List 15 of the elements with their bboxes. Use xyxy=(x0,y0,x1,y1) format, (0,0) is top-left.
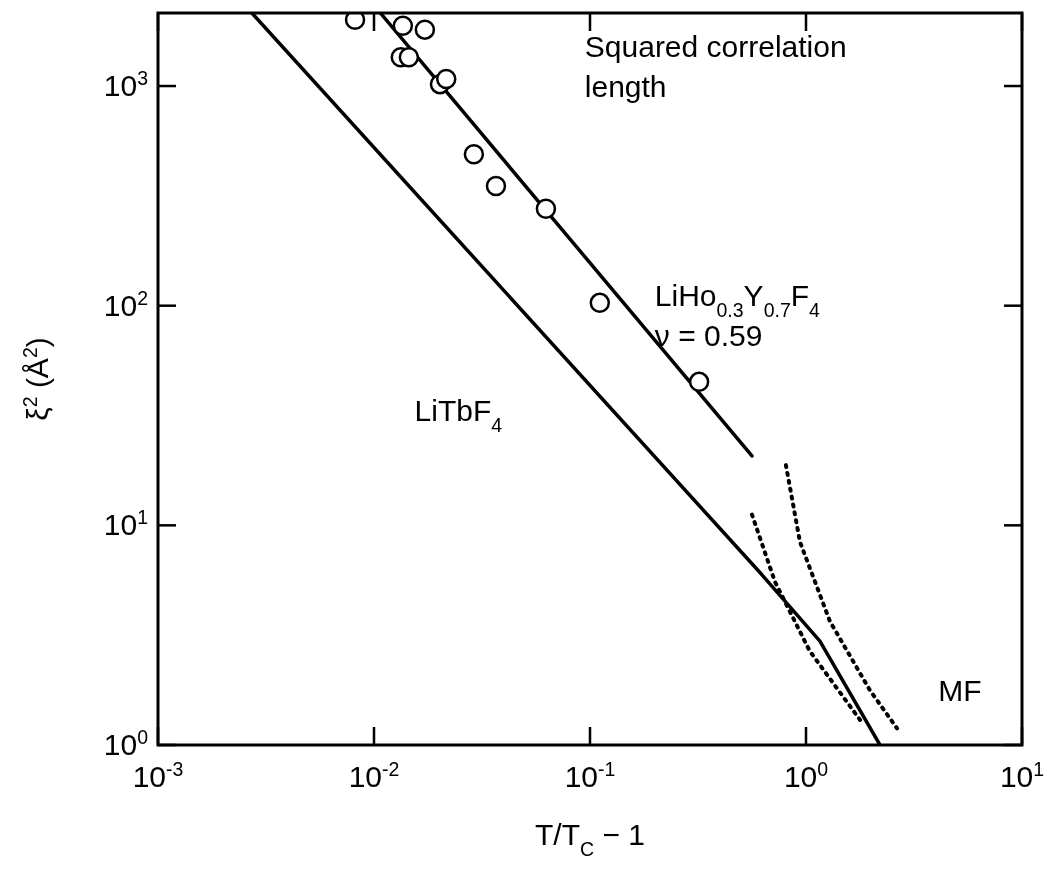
y-tick-label: 10$^{2}$ xyxy=(103,286,148,322)
x-tick-label: 10$^{-1}$ xyxy=(564,758,616,793)
x-tick-label: 10$^{0}$ xyxy=(783,758,829,793)
x-tick-label: 10$^{1}$ xyxy=(999,758,1045,793)
annotation: MF xyxy=(938,674,982,708)
annotation: ν = 0.59 xyxy=(654,319,763,353)
y-tick-label: 10$^{1}$ xyxy=(103,506,148,542)
annotation: LiHo$_{0.3}$Y$_{0.7}$F$_{4}$ xyxy=(654,278,821,321)
annotation: Squared correlation length xyxy=(584,29,847,103)
y-tick-label: 10$^{3}$ xyxy=(103,67,148,103)
x-tick-label: 10$^{-2}$ xyxy=(348,758,400,793)
annotation: LiTbF$_{4}$ xyxy=(414,393,503,436)
x-tick-label: 10$^{-3}$ xyxy=(132,758,184,793)
x-axis-title: T/T$_{C}$ − 1 xyxy=(535,818,645,860)
y-tick-label: 10$^{0}$ xyxy=(103,726,149,761)
